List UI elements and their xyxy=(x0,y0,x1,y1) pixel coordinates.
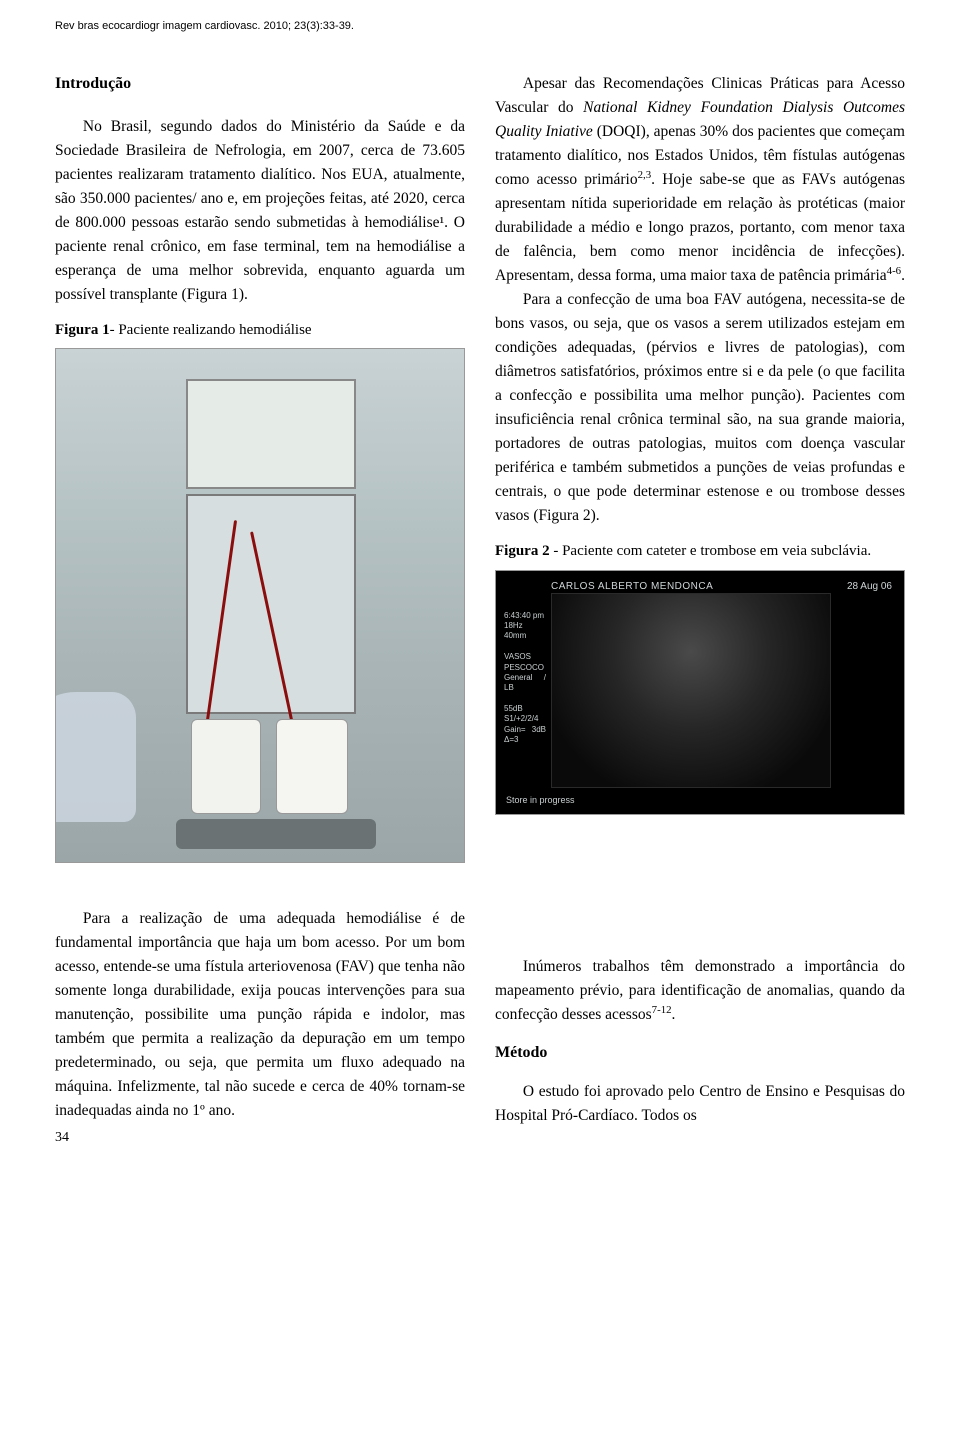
us-depth: 40mm xyxy=(504,631,526,640)
figure2-label: Figura 2 xyxy=(495,543,550,559)
us-region: VASOS PESCOCO xyxy=(504,652,544,671)
us-time: 6:43:40 pm xyxy=(504,611,544,620)
us-gain: 55dB S1/+2/2/4 xyxy=(504,704,538,723)
right-paragraph-2: Para a confecção de uma boa FAV autógena… xyxy=(495,288,905,528)
figure1-image xyxy=(55,348,465,863)
journal-header: Rev bras ecocardiogr imagem cardiovasc. … xyxy=(55,20,905,32)
ultrasound-date: 28 Aug 06 xyxy=(847,579,892,595)
machine-jug xyxy=(191,719,261,814)
figure1-label: Figura 1 xyxy=(55,322,110,338)
ultrasound-store-label: Store in progress xyxy=(506,794,575,808)
intro-paragraph: No Brasil, segundo dados do Ministério d… xyxy=(55,115,465,307)
right-column: Apesar das Recomendações Clinicas Prátic… xyxy=(495,72,905,863)
lower-columns: Para a realização de uma adequada hemodi… xyxy=(55,907,905,1149)
metodo-paragraph: O estudo foi aprovado pelo Centro de Ens… xyxy=(495,1080,905,1128)
machine-base xyxy=(176,819,376,849)
intro-heading: Introdução xyxy=(55,72,465,97)
figure1-machine-shape xyxy=(186,379,356,819)
figure1-patient-shape xyxy=(55,692,136,822)
us-freq: 18Hz xyxy=(504,621,523,630)
text-segment: . xyxy=(901,267,905,284)
text-segment: . xyxy=(672,1006,676,1023)
machine-jug xyxy=(276,719,348,814)
lower-right-column: Inúmeros trabalhos têm demonstrado a imp… xyxy=(495,907,905,1149)
machine-screen xyxy=(186,379,356,489)
page-number: 34 xyxy=(55,1127,465,1149)
metodo-heading: Método xyxy=(495,1041,905,1066)
spacer xyxy=(495,907,905,955)
us-gain2: Gain= 3dB Δ=3 xyxy=(504,725,546,744)
figure2-caption-text: - Paciente com cateter e trombose em vei… xyxy=(550,543,872,559)
text-segment: Inúmeros trabalhos têm demonstrado a imp… xyxy=(495,958,905,1023)
figure2-image: CARLOS ALBERTO MENDONCA HOSPITAL PROCARD… xyxy=(495,570,905,815)
figure1-caption-text: - Paciente realizando hemodiálise xyxy=(110,322,312,338)
ultrasound-frame xyxy=(551,593,831,788)
us-mode: General / LB xyxy=(504,673,546,692)
us-patient-name: CARLOS ALBERTO MENDONCA xyxy=(551,581,713,592)
ultrasound-left-readout: 6:43:40 pm 18Hz 40mm VASOS PESCOCO Gener… xyxy=(504,611,546,746)
left-column: Introdução No Brasil, segundo dados do M… xyxy=(55,72,465,863)
citation-superscript: 7-12 xyxy=(652,1004,672,1016)
figure2-caption: Figura 2 - Paciente com cateter e trombo… xyxy=(495,540,905,563)
citation-superscript: 2,3 xyxy=(638,169,652,181)
main-columns: Introdução No Brasil, segundo dados do M… xyxy=(55,72,905,863)
lower-left-column: Para a realização de uma adequada hemodi… xyxy=(55,907,465,1149)
lower-left-paragraph: Para a realização de uma adequada hemodi… xyxy=(55,907,465,1123)
figure1-caption: Figura 1- Paciente realizando hemodiális… xyxy=(55,319,465,342)
right-paragraph-1: Apesar das Recomendações Clinicas Prátic… xyxy=(495,72,905,288)
lower-right-paragraph: Inúmeros trabalhos têm demonstrado a imp… xyxy=(495,955,905,1027)
citation-superscript: 4-6 xyxy=(887,265,901,277)
